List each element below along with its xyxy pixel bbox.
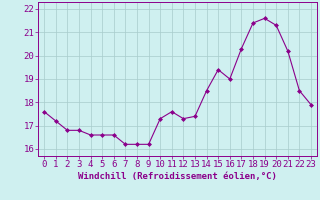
X-axis label: Windchill (Refroidissement éolien,°C): Windchill (Refroidissement éolien,°C) xyxy=(78,172,277,181)
